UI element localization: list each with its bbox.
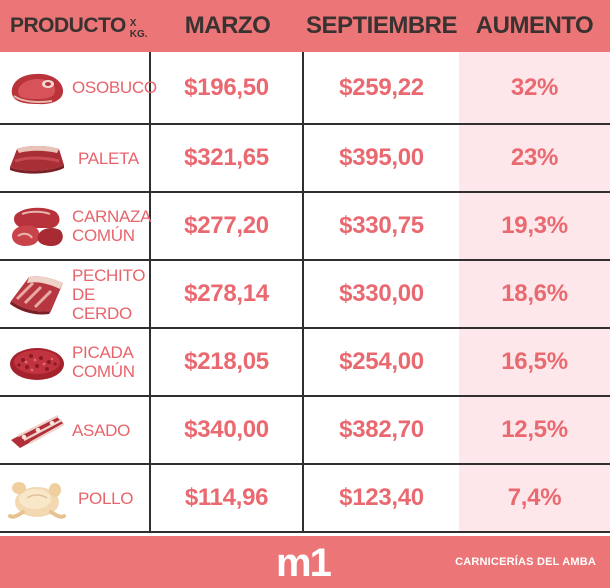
product-name: PALETA xyxy=(78,148,139,168)
carnaza-meat-icon xyxy=(6,199,68,253)
header-producto-label: PRODUCTO xyxy=(10,14,126,37)
increase-percent: 16,5% xyxy=(501,348,568,375)
product-name: OSOBUCO xyxy=(72,78,157,97)
price-marzo: $278,14 xyxy=(184,280,269,307)
source-credit: CARNICERÍAS DEL AMBA xyxy=(455,556,596,568)
product-cell: ASADO xyxy=(0,397,151,463)
septiembre-cell: $123,40 xyxy=(304,465,459,531)
septiembre-cell: $259,22 xyxy=(304,52,459,123)
header-septiembre: SEPTIEMBRE xyxy=(305,12,458,39)
aumento-cell: 7,4% xyxy=(459,465,610,531)
increase-percent: 7,4% xyxy=(507,484,562,511)
picada-meat-icon xyxy=(6,335,68,389)
header-unit-label: X KG. xyxy=(129,18,148,40)
header-aumento: AUMENTO xyxy=(475,12,594,39)
product-name: PICADA COMÚN xyxy=(72,343,135,381)
price-septiembre: $382,70 xyxy=(339,416,424,443)
aumento-cell: 18,6% xyxy=(459,261,610,327)
price-septiembre: $123,40 xyxy=(339,484,424,511)
increase-percent: 12,5% xyxy=(501,416,568,443)
marzo-cell: $278,14 xyxy=(151,261,304,327)
increase-percent: 18,6% xyxy=(501,280,568,307)
price-marzo: $196,50 xyxy=(184,73,269,101)
increase-percent: 32% xyxy=(510,73,559,101)
septiembre-cell: $330,00 xyxy=(304,261,459,327)
marzo-cell: $321,65 xyxy=(151,125,304,191)
increase-percent: 19,3% xyxy=(501,212,568,239)
price-marzo: $114,96 xyxy=(184,484,269,511)
paleta-meat-icon xyxy=(6,131,68,185)
septiembre-cell: $395,00 xyxy=(304,125,459,191)
product-cell: OSOBUCO xyxy=(0,52,157,123)
header-producto: PRODUCTO X KG. xyxy=(0,0,151,52)
marzo-cell: $114,96 xyxy=(151,465,304,531)
table-row: CARNAZA COMÚN $277,20 $330,75 19,3% xyxy=(0,193,610,261)
product-cell: CARNAZA COMÚN xyxy=(0,193,151,259)
product-cell: POLLO xyxy=(0,465,151,531)
price-septiembre: $330,00 xyxy=(339,280,424,307)
increase-percent: 23% xyxy=(510,144,559,171)
product-cell: PECHITO DE CERDO xyxy=(0,261,151,327)
asado-meat-icon xyxy=(6,403,68,457)
price-septiembre: $259,22 xyxy=(339,73,424,101)
price-marzo: $340,00 xyxy=(184,416,269,443)
header-marzo: MARZO xyxy=(184,12,271,39)
m1-logo: m1 xyxy=(276,541,332,585)
aumento-cell: 19,3% xyxy=(459,193,610,259)
pollo-chicken-icon xyxy=(6,471,68,525)
pechito-meat-icon xyxy=(6,267,68,321)
product-name: POLLO xyxy=(78,488,134,508)
marzo-cell: $218,05 xyxy=(151,329,304,395)
septiembre-cell: $254,00 xyxy=(304,329,459,395)
price-septiembre: $254,00 xyxy=(339,348,424,375)
table-header: PRODUCTO X KG. MARZO SEPTIEMBRE AUMENTO xyxy=(0,0,610,52)
aumento-cell: 12,5% xyxy=(459,397,610,463)
table-row: ASADO $340,00 $382,70 12,5% xyxy=(0,397,610,465)
table-row: OSOBUCO $196,50 $259,22 32% xyxy=(0,52,610,125)
aumento-cell: 32% xyxy=(459,52,610,123)
product-name: ASADO xyxy=(72,420,131,440)
osobuco-meat-icon xyxy=(6,61,68,115)
product-cell: PALETA xyxy=(0,125,151,191)
footer-bar: m1 CARNICERÍAS DEL AMBA xyxy=(0,536,610,588)
marzo-cell: $277,20 xyxy=(151,193,304,259)
product-cell: PICADA COMÚN xyxy=(0,329,151,395)
price-marzo: $218,05 xyxy=(184,348,269,375)
marzo-cell: $340,00 xyxy=(151,397,304,463)
septiembre-cell: $382,70 xyxy=(304,397,459,463)
table-row: PECHITO DE CERDO $278,14 $330,00 18,6% xyxy=(0,261,610,329)
septiembre-cell: $330,75 xyxy=(304,193,459,259)
price-marzo: $277,20 xyxy=(184,212,269,239)
product-name: CARNAZA COMÚN xyxy=(72,207,152,245)
price-septiembre: $395,00 xyxy=(339,144,424,171)
price-septiembre: $330,75 xyxy=(339,212,424,239)
aumento-cell: 23% xyxy=(459,125,610,191)
price-marzo: $321,65 xyxy=(184,144,269,171)
marzo-cell: $196,50 xyxy=(151,52,304,123)
table-row: POLLO $114,96 $123,40 7,4% xyxy=(0,465,610,533)
table-row: PICADA COMÚN $218,05 $254,00 16,5% xyxy=(0,329,610,397)
table-row: PALETA $321,65 $395,00 23% xyxy=(0,125,610,193)
aumento-cell: 16,5% xyxy=(459,329,610,395)
price-table-body: OSOBUCO $196,50 $259,22 32% PALE xyxy=(0,52,610,533)
product-name: PECHITO DE CERDO xyxy=(72,265,146,323)
